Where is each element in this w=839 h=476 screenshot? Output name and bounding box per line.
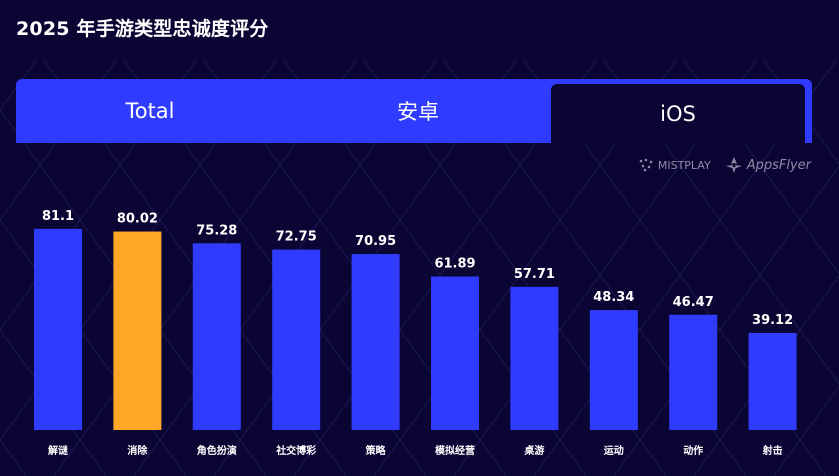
category-label: 消除	[127, 444, 148, 457]
bar-3	[192, 243, 241, 430]
tab-android[interactable]: 安卓	[397, 100, 439, 124]
bar-5	[351, 254, 400, 430]
bar-7	[510, 286, 559, 430]
category-label: 社交博彩	[275, 444, 316, 457]
category-label: 角色扮演	[197, 444, 237, 457]
mistplay-logo: MISTPLAY	[638, 158, 711, 172]
mistplay-text: MISTPLAY	[657, 158, 711, 172]
mistplay-icon	[639, 158, 653, 172]
bar-1	[34, 228, 82, 430]
bar-6	[431, 276, 479, 430]
page-title: 2025 年手游类型忠诚度评分	[16, 18, 269, 40]
value-label: 57.71	[514, 267, 555, 282]
category-label: 策略	[366, 444, 387, 457]
bar-8	[589, 310, 638, 430]
appsflyer-text: AppsFlyer	[746, 157, 811, 173]
bar-4	[272, 249, 321, 430]
bar-2	[113, 231, 162, 430]
value-label: 81.1	[42, 209, 74, 224]
category-label: 运动	[604, 444, 624, 457]
value-label: 39.12	[752, 313, 793, 328]
bar-9	[669, 314, 718, 430]
tab-total[interactable]: Total	[125, 99, 175, 123]
category-label: 动作	[683, 444, 703, 457]
value-label: 72.75	[276, 230, 317, 245]
value-label: 46.47	[673, 295, 714, 310]
bar-10	[748, 332, 797, 430]
value-label: 70.95	[355, 234, 396, 249]
value-label: 61.89	[434, 257, 475, 272]
value-label: 48.34	[593, 290, 634, 305]
category-label: 桌游	[523, 444, 544, 457]
category-label: 射击	[762, 444, 783, 457]
partner-logos: MISTPLAY AppsFlyer	[638, 156, 811, 174]
value-label: 80.02	[117, 212, 158, 227]
value-label: 75.28	[196, 223, 237, 238]
appsflyer-logo: AppsFlyer	[725, 156, 811, 174]
category-label: 模拟经营	[435, 444, 475, 457]
tab-ios[interactable]: iOS	[551, 84, 805, 143]
appsflyer-icon	[725, 157, 742, 173]
category-label: 解谜	[48, 444, 68, 457]
tab-bar: Total 安卓 iOS	[16, 79, 812, 143]
